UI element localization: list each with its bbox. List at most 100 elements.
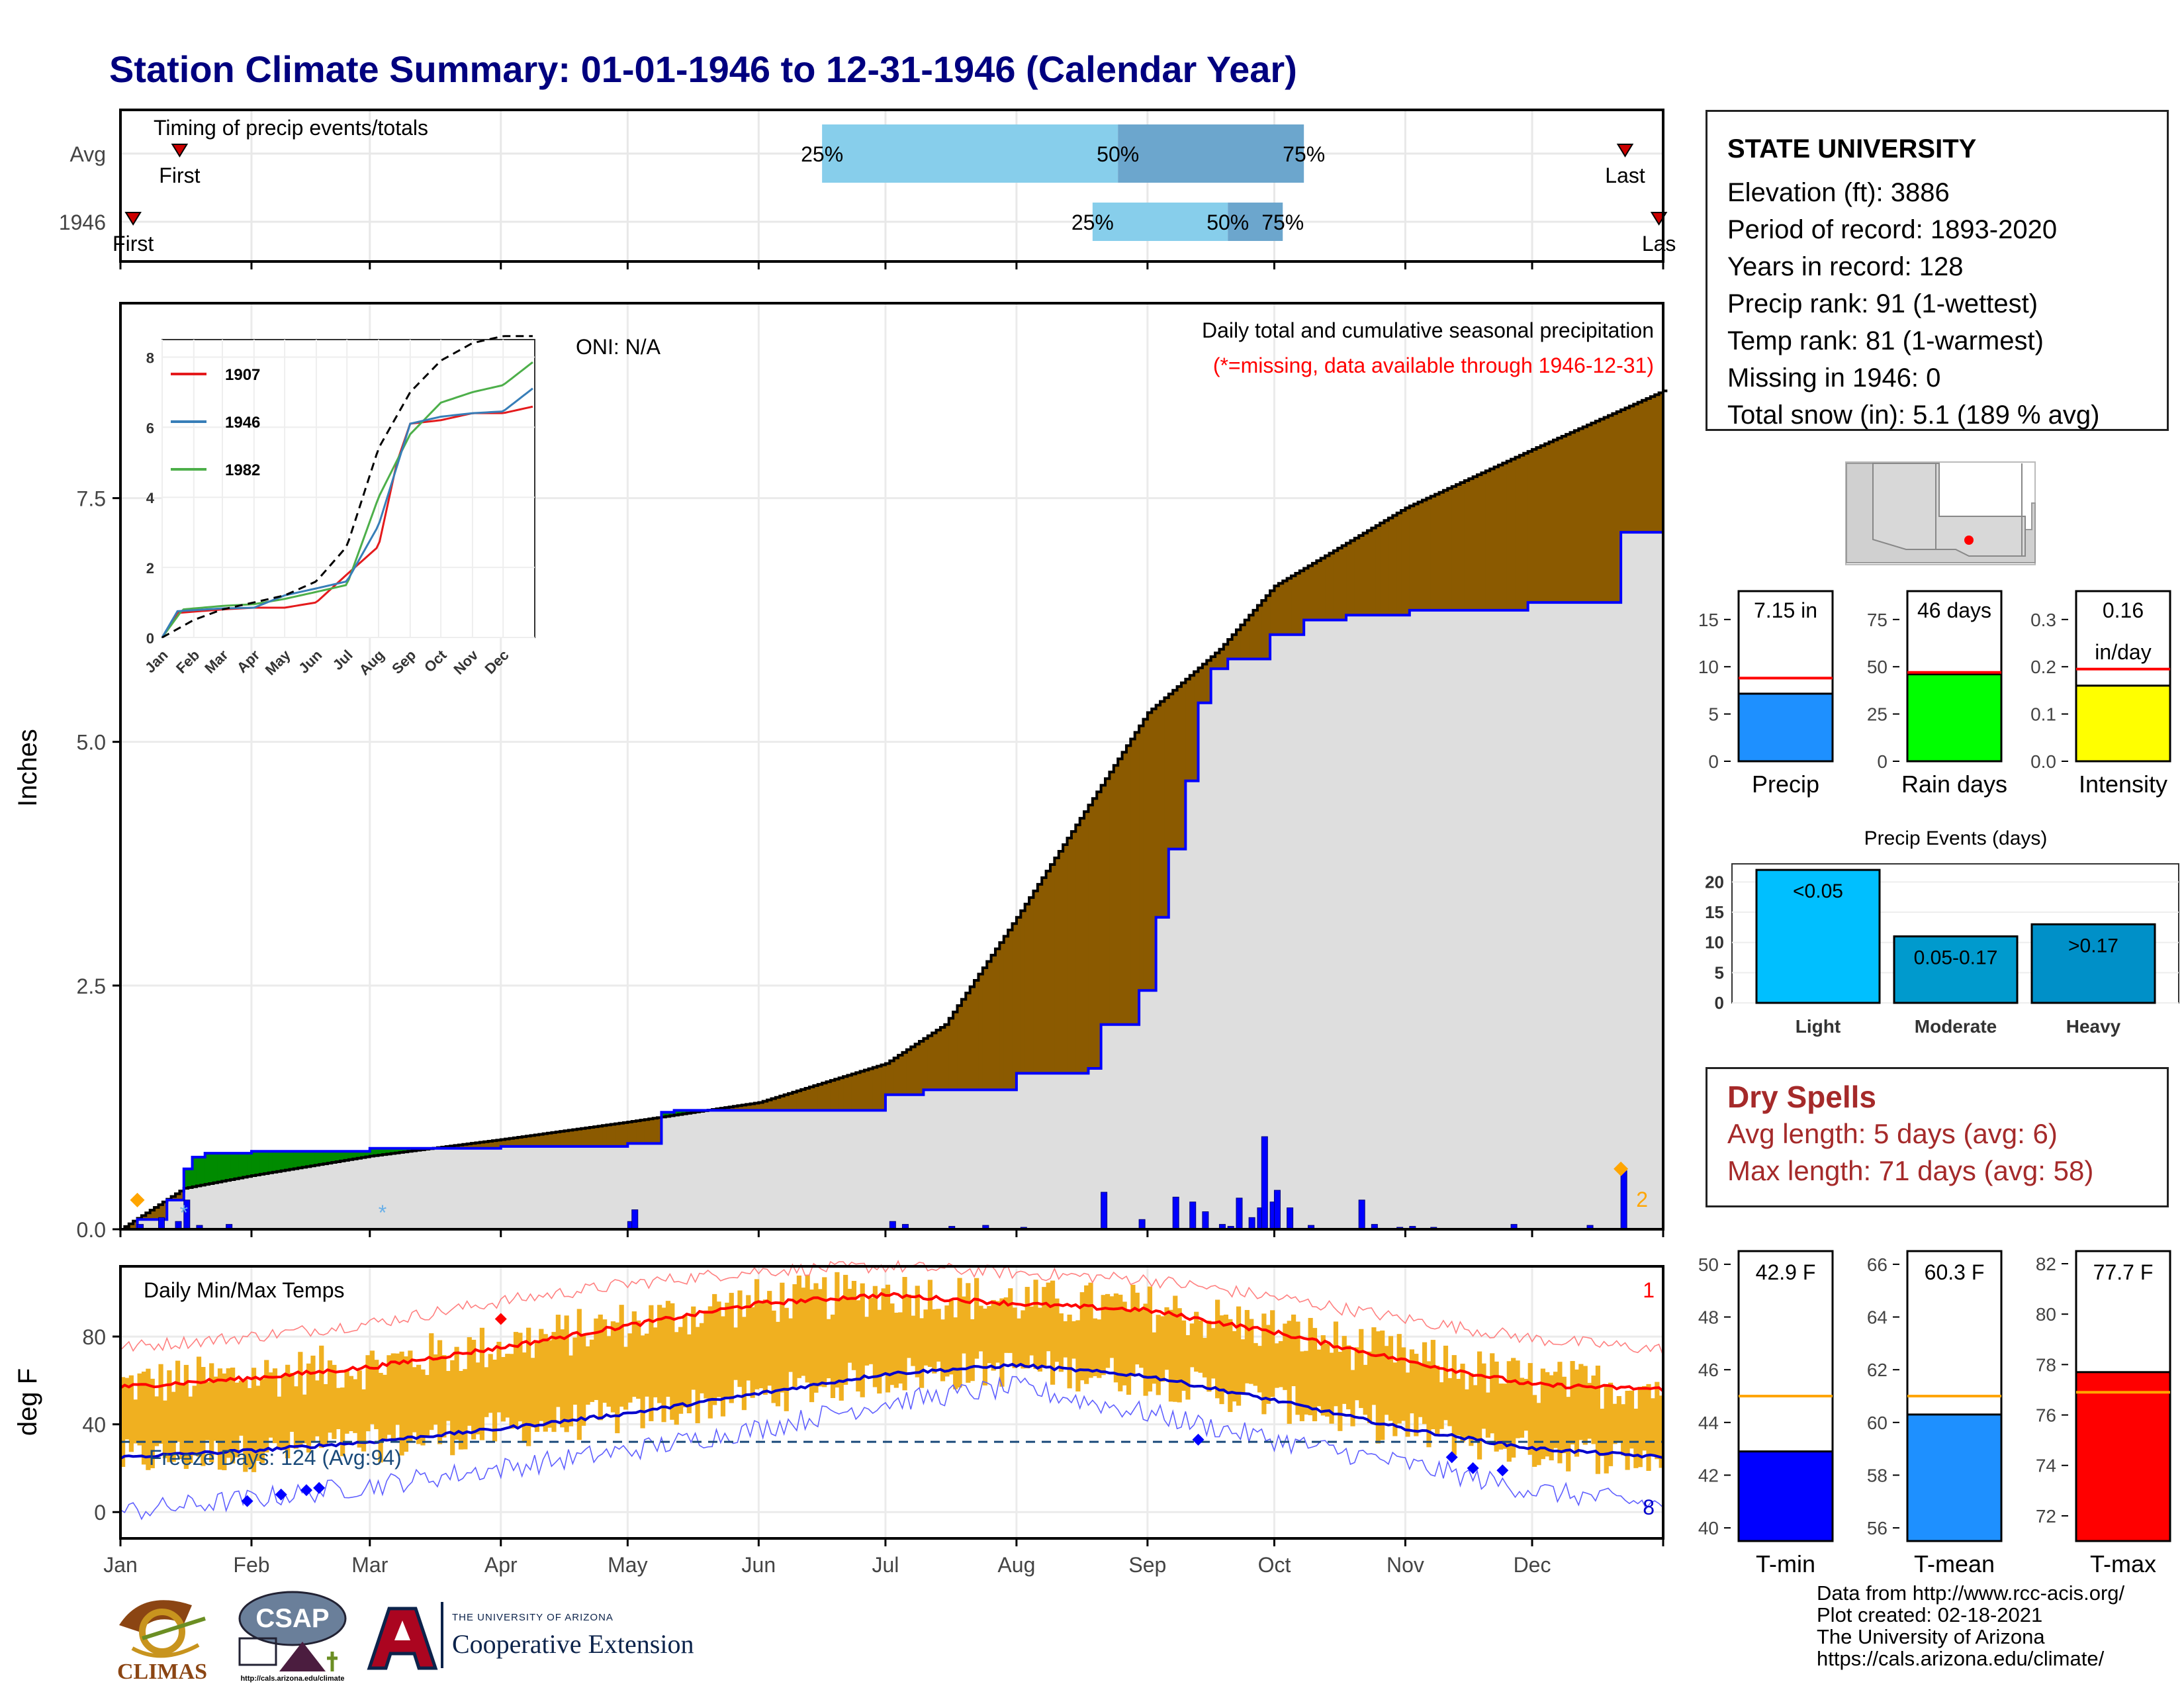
daily-temp-bar: [1071, 1321, 1077, 1359]
daily-temp-bar: [1320, 1335, 1326, 1416]
daily-temp-bar: [171, 1391, 176, 1462]
daily-temp-bar: [332, 1364, 337, 1439]
record-low-marker: [1192, 1433, 1205, 1446]
timing-pct-50: 50%: [1206, 211, 1249, 234]
daily-temp-bar: [1574, 1369, 1580, 1457]
daily-temp-bar: [1527, 1363, 1533, 1455]
deficit-fill: [801, 1089, 806, 1111]
daily-temp-bar: [889, 1303, 895, 1385]
daily-temp-bar: [1126, 1309, 1132, 1395]
deficit-fill: [1299, 571, 1304, 635]
daily-temp-bar: [775, 1321, 781, 1407]
deficit-fill: [1595, 421, 1600, 603]
daily-temp-bar: [1008, 1288, 1013, 1353]
deficit-fill: [598, 1126, 603, 1147]
deficit-fill: [1134, 732, 1140, 1025]
daily-temp-bar: [1473, 1385, 1478, 1440]
deficit-fill: [1608, 415, 1613, 603]
daily-temp-bar: [1109, 1296, 1115, 1358]
deficit-fill: [835, 1079, 840, 1111]
daily-temp-bar: [1253, 1342, 1258, 1386]
tmax-summary-tick-label: 82: [2036, 1254, 2056, 1274]
daily-temp-bar: [1443, 1345, 1449, 1421]
daily-temp-bar: [551, 1332, 557, 1432]
surplus-fill: [408, 1148, 413, 1152]
timing-last-label: Last: [1605, 164, 1645, 187]
daily-temp-bar: [733, 1327, 739, 1380]
temp-month-label: Sep: [1128, 1553, 1166, 1577]
daily-temp-bar: [209, 1363, 214, 1463]
record-low-marker: [241, 1495, 253, 1507]
daily-temp-bar: [902, 1277, 907, 1391]
raindays-summary-tick-label: 75: [1867, 610, 1888, 630]
daily-temp-bar: [222, 1373, 227, 1470]
deficit-fill: [923, 1038, 929, 1090]
cumulative-1946-line: [120, 531, 1663, 1231]
daily-temp-bar: [1024, 1287, 1030, 1369]
raindays-summary-bar: [1906, 673, 2003, 763]
precip-panel-border: [119, 302, 1664, 1231]
tmax-summary-tick-label: 80: [2036, 1304, 2056, 1325]
daily-temp-bar: [264, 1360, 269, 1453]
precip-summary-tick-label: 15: [1698, 610, 1719, 630]
daily-temp-bar: [530, 1358, 535, 1428]
credit-url: https://cals.arizona.edu/climate/: [1817, 1647, 2105, 1670]
daily-temp-bar: [445, 1371, 451, 1421]
surplus-fill: [205, 1153, 210, 1185]
daily-temp-bar: [137, 1373, 142, 1446]
tmax-summary-label: T-max: [2090, 1550, 2156, 1577]
daily-temp-bar: [234, 1382, 240, 1458]
surplus-fill: [369, 1148, 375, 1156]
daily-temp-bar: [1409, 1349, 1415, 1414]
daily-temp-bar: [1625, 1390, 1630, 1470]
record-low-marker: [275, 1488, 287, 1501]
daily-temp-bar: [340, 1387, 345, 1456]
deficit-fill: [146, 1213, 151, 1220]
daily-temp-bar: [686, 1334, 692, 1413]
deficit-fill: [872, 1067, 878, 1111]
daily-temp-bar: [467, 1337, 472, 1426]
surplus-fill: [192, 1157, 197, 1187]
daily-temp-bar: [1088, 1282, 1093, 1378]
intensity-summary-tick-label: 0.1: [2030, 704, 2056, 725]
deficit-fill: [881, 1064, 886, 1111]
daily-temp-bar: [589, 1339, 595, 1402]
daily-temp-bar: [1502, 1383, 1508, 1449]
precip-ytick-label: 0.0: [77, 1218, 106, 1242]
daily-temp-bar: [1042, 1287, 1047, 1367]
daily-temp-bar: [1122, 1301, 1127, 1385]
daily-temp-bar: [919, 1318, 925, 1388]
surplus-fill: [251, 1151, 256, 1176]
daily-temp-bar: [644, 1333, 650, 1397]
deficit-fill: [1553, 440, 1558, 603]
daily-temp-bar: [281, 1375, 286, 1450]
credits: Data from http://www.rcc-acis.org/ Plot …: [1817, 1582, 2124, 1669]
deficit-fill: [1451, 486, 1457, 610]
deficit-fill: [1079, 818, 1085, 1074]
surplus-fill: [361, 1151, 367, 1158]
daily-temp-bar: [1134, 1292, 1140, 1365]
deficit-fill: [1498, 465, 1503, 610]
daily-temp-bar: [1181, 1320, 1187, 1391]
daily-temp-bar: [226, 1368, 231, 1458]
daily-temp-bar: [1498, 1383, 1504, 1450]
daily-temp-bar: [289, 1372, 295, 1432]
deficit-fill: [1058, 851, 1064, 1074]
daily-temp-bar: [336, 1387, 341, 1430]
surplus-fill: [310, 1151, 316, 1166]
daily-temp-bar: [412, 1367, 417, 1432]
deficit-fill: [999, 942, 1005, 1090]
daily-temp-bar: [1350, 1370, 1355, 1427]
surplus-fill: [213, 1153, 218, 1183]
daily-temp-bar: [1388, 1336, 1394, 1421]
daily-temp-bar: [1118, 1294, 1123, 1391]
deficit-fill: [154, 1207, 159, 1220]
daily-temp-bar: [1257, 1346, 1263, 1393]
deficit-fill: [1270, 590, 1275, 635]
daily-precip-bar: [1236, 1197, 1243, 1230]
ua-small-label: THE UNIVERSITY OF ARIZONA: [452, 1612, 614, 1623]
inset-legend-label: 1907: [225, 366, 260, 384]
daily-temp-bar: [725, 1302, 730, 1399]
deficit-fill: [788, 1093, 794, 1111]
